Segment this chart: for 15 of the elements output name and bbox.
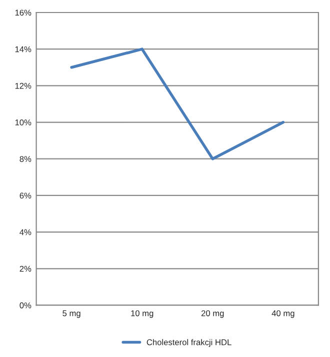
line-series — [70, 48, 285, 160]
y-tick-label: 2% — [20, 266, 32, 272]
y-tick-label: 10% — [15, 119, 32, 126]
y-tick-label: 0% — [20, 302, 32, 308]
y-tick-label: 4% — [20, 229, 32, 236]
x-tick-label: 20 mg — [201, 310, 224, 318]
y-tick-label: 16% — [15, 10, 32, 16]
y-tick-label: 12% — [15, 82, 32, 89]
legend-label: Cholesterol frakcji HDL — [146, 339, 232, 347]
x-tick-label: 10 mg — [131, 310, 154, 318]
x-tick-label: 5 mg — [62, 310, 80, 318]
y-tick-label: 8% — [20, 156, 32, 162]
y-tick-label: 14% — [15, 46, 32, 52]
x-tick-label: 40 mg — [272, 310, 294, 318]
y-tick-label: 6% — [20, 192, 32, 199]
